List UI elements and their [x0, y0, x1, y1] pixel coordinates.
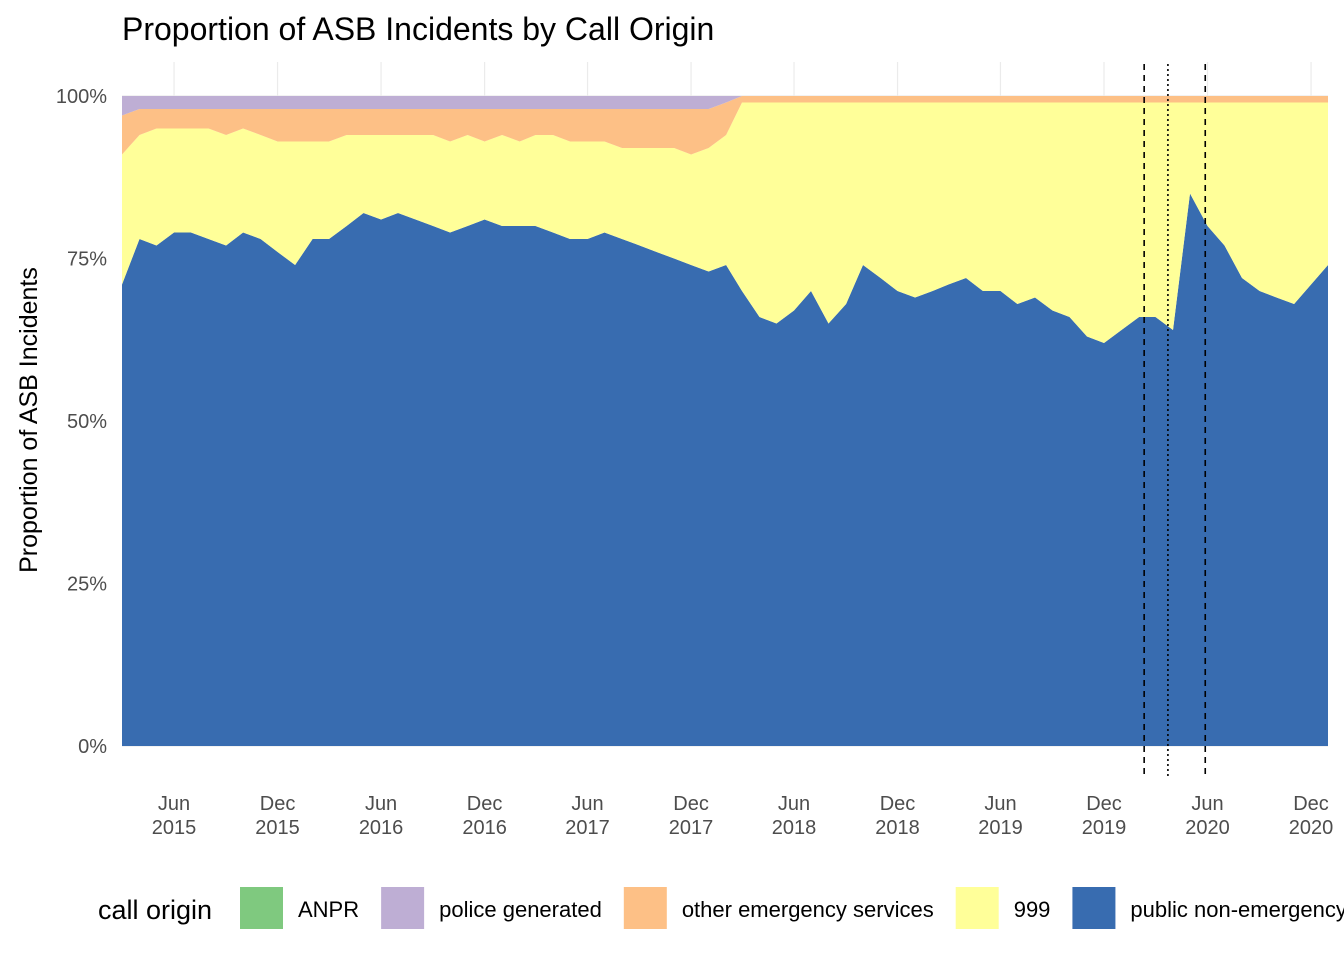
- y-tick-label: 100%: [56, 86, 107, 108]
- y-axis-ticks: 0% 25% 50% 75% 100%: [56, 86, 107, 758]
- x-tick-label: Dec 2015: [255, 793, 300, 839]
- x-tick-label: Jun 2019: [978, 793, 1023, 839]
- x-tick-label: Jun 2018: [772, 793, 817, 839]
- y-tick-label: 75%: [67, 249, 107, 271]
- x-tick-label: Jun 2017: [565, 793, 610, 839]
- x-tick-label: Dec 2018: [875, 793, 920, 839]
- x-tick-label: Jun 2016: [359, 793, 404, 839]
- reference-lines: [1143, 64, 1207, 779]
- x-tick-label: Dec 2017: [669, 793, 714, 839]
- x-axis-ticks: Jun 2015 Dec 2015 Jun 2016 Dec 2016 Jun 2017 Dec 20…: [152, 793, 1333, 839]
- y-tick-label: 0%: [78, 736, 107, 758]
- legend-label-999: 999: [1014, 897, 1051, 922]
- area-public-non-emergency: [122, 193, 1328, 746]
- chart-title: Proportion of ASB Incidents by Call Orig…: [122, 11, 714, 47]
- x-tick-label: Jun 2020: [1185, 793, 1230, 839]
- x-tick-label: Jun 2015: [152, 793, 197, 839]
- legend-label-anpr: ANPR: [298, 897, 359, 922]
- x-tick-label: Dec 2020: [1289, 793, 1334, 839]
- legend-swatch-other-emergency-services: [623, 887, 667, 929]
- legend-label-police-generated: police generated: [439, 897, 602, 922]
- area-police-generated: [122, 96, 1328, 116]
- y-axis-title: Proportion of ASB Incidents: [15, 267, 43, 573]
- y-tick-label: 50%: [67, 411, 107, 433]
- legend-swatch-anpr: [240, 887, 283, 929]
- legend-swatch-public-non-emergency: [1072, 887, 1116, 929]
- x-tick-label: Dec 2019: [1082, 793, 1127, 839]
- legend-title: call origin: [98, 895, 212, 925]
- stacked-areas: [122, 96, 1328, 746]
- x-tick-label: Dec 2016: [462, 793, 507, 839]
- legend-label-other-emergency-services: other emergency services: [682, 897, 934, 922]
- legend-swatch-999: [955, 887, 999, 929]
- legend: call origin ANPR police generated other em…: [98, 887, 1344, 929]
- y-tick-label: 25%: [67, 574, 107, 596]
- legend-label-public-non-emergency: public non-emergency: [1130, 897, 1344, 922]
- legend-swatch-police-generated: [381, 887, 425, 929]
- area-other-emergency-services: [122, 96, 1328, 155]
- area-999: [122, 102, 1328, 343]
